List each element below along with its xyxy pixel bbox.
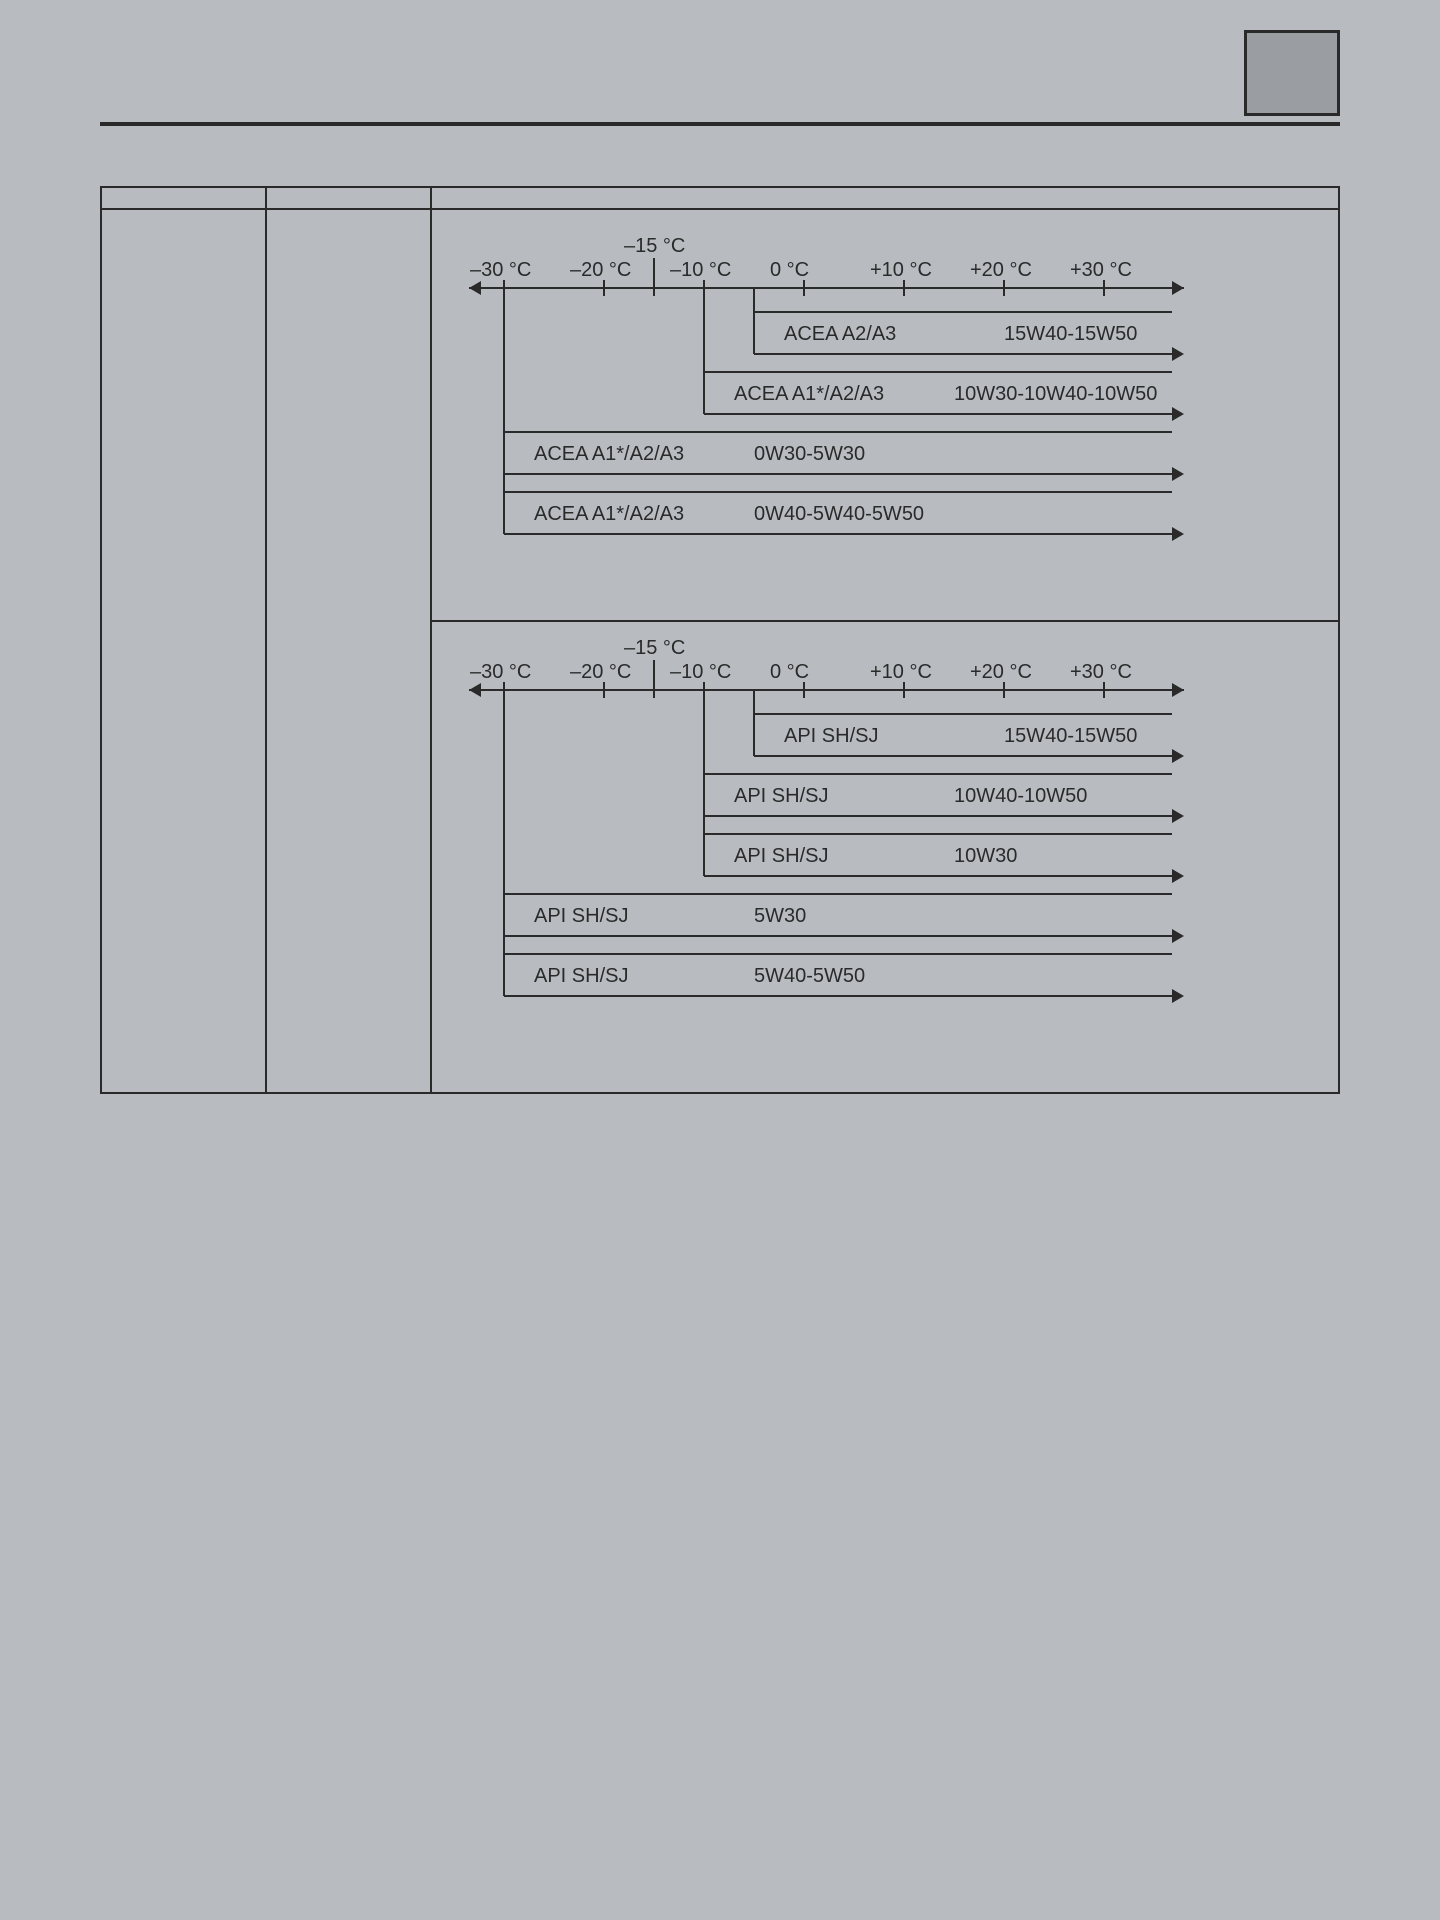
oil-chart-other: –15 °C –30 °C –20 °C –10 °C 0 °C +10 °C +20 °C…: [444, 632, 1344, 1062]
section-divider: [432, 620, 1338, 622]
svg-text:0W30-5W30: 0W30-5W30: [754, 443, 865, 465]
svg-text:API SH/SJ: API SH/SJ: [784, 725, 878, 747]
svg-text:–10 °C: –10 °C: [670, 661, 731, 683]
table-header-row: [101, 187, 1339, 209]
svg-text:–30 °C: –30 °C: [470, 661, 531, 683]
svg-text:–10 °C: –10 °C: [670, 259, 731, 281]
page-header: [100, 30, 1340, 126]
cell-capacity: [266, 209, 431, 1093]
svg-text:5W30: 5W30: [754, 905, 806, 927]
page-number-box: [1244, 30, 1340, 116]
svg-text:ACEA A1*/A2/A3: ACEA A1*/A2/A3: [534, 443, 684, 465]
svg-text:+30 °C: +30 °C: [1070, 259, 1132, 281]
svg-text:+30 °C: +30 °C: [1070, 661, 1132, 683]
svg-text:5W40-5W50: 5W40-5W50: [754, 965, 865, 987]
svg-text:ACEA A1*/A2/A3: ACEA A1*/A2/A3: [734, 383, 884, 405]
svg-text:–15 °C: –15 °C: [624, 637, 685, 659]
svg-text:API SH/SJ: API SH/SJ: [734, 785, 828, 807]
svg-text:–30 °C: –30 °C: [470, 259, 531, 281]
cell-place: [101, 209, 266, 1093]
svg-text:–20 °C: –20 °C: [570, 259, 631, 281]
svg-text:0W40-5W40-5W50: 0W40-5W40-5W50: [754, 503, 924, 525]
svg-text:+20 °C: +20 °C: [970, 661, 1032, 683]
th-name: [431, 187, 1339, 209]
svg-text:0 °C: 0 °C: [770, 661, 809, 683]
th-capacity: [266, 187, 431, 209]
svg-text:10W40-10W50: 10W40-10W50: [954, 785, 1087, 807]
svg-text:–15 °C: –15 °C: [624, 235, 685, 257]
svg-text:0 °C: 0 °C: [770, 259, 809, 281]
th-place: [101, 187, 266, 209]
svg-text:ACEA A2/A3: ACEA A2/A3: [784, 323, 896, 345]
svg-text:–20 °C: –20 °C: [570, 661, 631, 683]
svg-text:10W30-10W40-10W50: 10W30-10W40-10W50: [954, 383, 1157, 405]
svg-text:15W40-15W50: 15W40-15W50: [1004, 323, 1137, 345]
svg-text:15W40-15W50: 15W40-15W50: [1004, 725, 1137, 747]
cell-spec: –15 °C –30 °C –20 °C –10 °C 0 °C +10 °C +20 °C…: [431, 209, 1339, 1093]
svg-text:+10 °C: +10 °C: [870, 259, 932, 281]
svg-text:API SH/SJ: API SH/SJ: [534, 905, 628, 927]
oil-chart-eu: –15 °C –30 °C –20 °C –10 °C 0 °C +10 °C +20 °C…: [444, 230, 1344, 600]
svg-text:10W30: 10W30: [954, 845, 1017, 867]
svg-text:ACEA A1*/A2/A3: ACEA A1*/A2/A3: [534, 503, 684, 525]
svg-text:+10 °C: +10 °C: [870, 661, 932, 683]
svg-text:API SH/SJ: API SH/SJ: [534, 965, 628, 987]
svg-text:API SH/SJ: API SH/SJ: [734, 845, 828, 867]
table-row: –15 °C –30 °C –20 °C –10 °C 0 °C +10 °C +20 °C…: [101, 209, 1339, 1093]
svg-text:+20 °C: +20 °C: [970, 259, 1032, 281]
spec-table: –15 °C –30 °C –20 °C –10 °C 0 °C +10 °C +20 °C…: [100, 186, 1340, 1094]
